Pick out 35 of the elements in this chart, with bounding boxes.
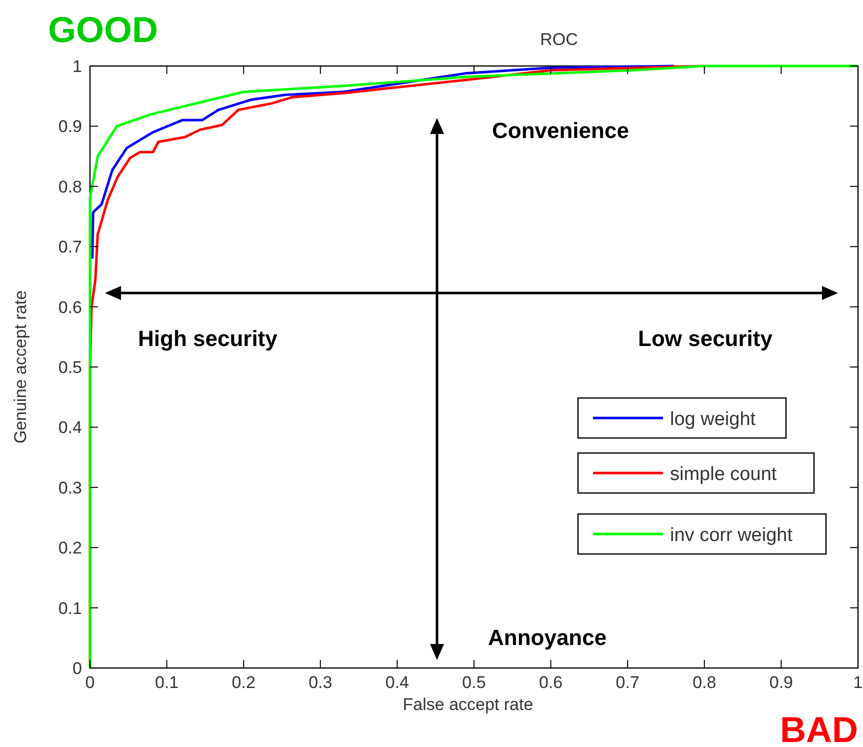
text: GOOD bbox=[48, 9, 158, 50]
annotation: Low security bbox=[638, 326, 774, 351]
x-tick-label: 0.1 bbox=[154, 673, 179, 692]
x-tick-label: 0.3 bbox=[308, 673, 332, 692]
y-tick-label: 0 bbox=[72, 659, 82, 678]
annotation: Convenience bbox=[492, 118, 629, 143]
chart-title: ROC bbox=[540, 30, 578, 49]
x-tick-label: 0.9 bbox=[769, 673, 794, 692]
y-tick-label: 0.2 bbox=[58, 538, 82, 558]
legend-label: inv corr weight bbox=[670, 525, 794, 546]
y-tick-label: 0.1 bbox=[58, 598, 82, 618]
y-tick-label: 0.6 bbox=[58, 298, 82, 317]
annotation: High security bbox=[138, 326, 278, 351]
x-tick-label: 0.2 bbox=[232, 673, 256, 692]
x-tick-label: 0.6 bbox=[538, 673, 563, 692]
line-series bbox=[88, 64, 860, 670]
legend-label: log weight bbox=[670, 409, 756, 430]
y-tick-label: 0.4 bbox=[58, 418, 82, 438]
y-tick-label: 0.8 bbox=[58, 177, 82, 196]
y-tick-label: 0.7 bbox=[58, 238, 82, 257]
x-tick-label: 0.4 bbox=[385, 673, 410, 692]
x-tick-label: 0 bbox=[85, 673, 95, 692]
y-tick-label: 1 bbox=[72, 57, 82, 76]
text: BAD bbox=[780, 709, 858, 747]
x-tick-label: 0.5 bbox=[462, 673, 486, 692]
annotation: Annoyance bbox=[488, 625, 607, 650]
x-tick-label: 0.8 bbox=[692, 673, 716, 692]
legend-label: simple count bbox=[670, 464, 778, 485]
y-tick-label: 0.5 bbox=[58, 358, 82, 377]
x-axis-title: False accept rate bbox=[402, 695, 534, 714]
y-axis-title: Genuine accept rate bbox=[11, 290, 30, 444]
x-tick-label: 0.7 bbox=[616, 673, 640, 692]
y-tick-label: 0.3 bbox=[58, 478, 82, 498]
y-tick-label: 0.9 bbox=[58, 117, 82, 136]
x-tick-label: 1 bbox=[853, 673, 863, 692]
